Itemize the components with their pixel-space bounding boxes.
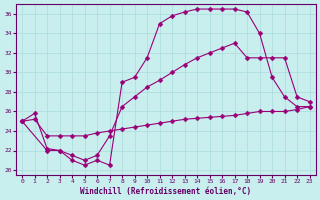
X-axis label: Windchill (Refroidissement éolien,°C): Windchill (Refroidissement éolien,°C) (80, 187, 252, 196)
